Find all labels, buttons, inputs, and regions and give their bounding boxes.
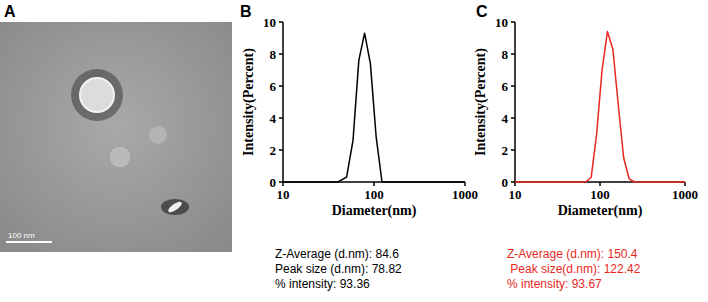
x-tick-label: 10 [277, 187, 290, 202]
y-tick-label: 2 [270, 143, 277, 158]
y-tick-label: 4 [270, 111, 277, 126]
y-tick [279, 53, 283, 55]
annotation: Z-Average (d.nm): 84.6 [275, 247, 399, 261]
chart: B 10 100 1000 0 2 4 6 8 10 Diameter(nm) Intensity(P… [240, 3, 478, 291]
y-tick [511, 181, 515, 183]
y-tick [511, 117, 515, 119]
chart: C 10 100 1000 0 2 4 6 8 10 Diameter(nm) Intensity(P… [473, 3, 698, 291]
annotation: Peak size(d.nm): 122.42 [507, 262, 641, 276]
plot-area [283, 33, 465, 182]
halo [71, 69, 123, 121]
y-tick [511, 149, 515, 151]
distribution-line [283, 33, 465, 182]
x-tick-label: 100 [590, 187, 610, 202]
vesicle [109, 146, 131, 168]
blob [161, 199, 189, 215]
y-axis [282, 22, 284, 182]
annotation: Z-Average (d.nm): 150.4 [507, 247, 638, 261]
figure: 100 nmAB1010010000246810Diameter(nm)Inte… [0, 0, 708, 302]
y-tick [511, 53, 515, 55]
x-tick [373, 182, 375, 186]
micrograph [0, 22, 232, 252]
panel-label: A [4, 3, 16, 20]
y-tick-label: 0 [270, 175, 277, 190]
y-axis-label: Intensity(Percent) [241, 48, 257, 156]
y-tick-label: 10 [263, 15, 276, 30]
panel-label: C [476, 3, 488, 20]
annotation: Peak size (d.nm): 78.82 [275, 262, 402, 276]
y-tick-label: 2 [502, 143, 509, 158]
x-tick-label: 1000 [452, 187, 478, 202]
y-tick [511, 21, 515, 23]
plot-area [515, 32, 685, 182]
y-tick-label: 4 [502, 111, 509, 126]
x-tick [599, 182, 601, 186]
x-axis-label: Diameter(nm) [558, 203, 643, 219]
y-tick-label: 10 [495, 15, 508, 30]
scale-bar [6, 241, 52, 243]
vesicle [80, 78, 114, 112]
scale-bar-label: 100 nm [8, 231, 35, 240]
panel-a: 100 nm A [0, 3, 232, 252]
y-tick [279, 149, 283, 151]
y-tick [279, 85, 283, 87]
y-axis-label: Intensity(Percent) [473, 48, 489, 156]
y-axis [514, 22, 516, 182]
x-tick-label: 10 [509, 187, 522, 202]
x-tick-label: 1000 [672, 187, 698, 202]
annotation: % intensity: 93.36 [275, 277, 370, 291]
y-tick [279, 21, 283, 23]
y-tick-label: 8 [270, 47, 277, 62]
x-axis-label: Diameter(nm) [332, 203, 417, 219]
panel-label: B [240, 3, 252, 20]
x-tick-label: 100 [364, 187, 384, 202]
y-tick [279, 117, 283, 119]
y-tick-label: 8 [502, 47, 509, 62]
y-tick [511, 85, 515, 87]
blob [167, 200, 184, 214]
y-tick-label: 6 [270, 79, 277, 94]
distribution-line [515, 32, 685, 182]
vesicle [149, 126, 167, 144]
y-tick [279, 181, 283, 183]
y-tick-label: 0 [502, 175, 509, 190]
annotation: % intensity: 93.67 [507, 277, 602, 291]
y-tick-label: 6 [502, 79, 509, 94]
